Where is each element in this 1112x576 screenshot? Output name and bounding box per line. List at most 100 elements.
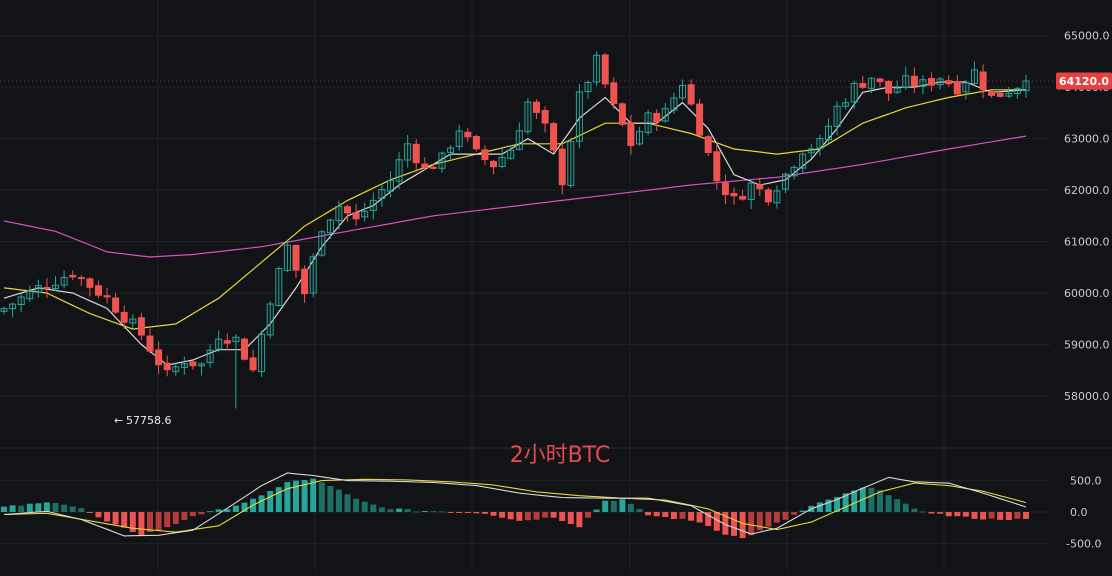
candle-body (481, 149, 489, 160)
candle-body (180, 363, 188, 368)
candle (747, 179, 755, 209)
macd-histogram-bar (722, 512, 729, 535)
candle (387, 171, 394, 198)
candle (232, 334, 240, 409)
candle-body (215, 338, 223, 350)
candle-body (567, 141, 575, 186)
candle-body (799, 153, 807, 169)
candle (507, 145, 515, 160)
candle-body (344, 206, 351, 214)
macd-histogram-bar (507, 512, 514, 520)
candle (756, 177, 764, 197)
candle (610, 77, 618, 110)
candle-body (816, 138, 824, 149)
candle (266, 300, 274, 339)
macd-histogram-bar (370, 504, 377, 512)
macd-histogram-bar (550, 512, 557, 518)
candle (163, 355, 171, 377)
candle (533, 99, 540, 119)
macd-histogram-bar (816, 502, 823, 512)
macd-histogram-bar (627, 504, 634, 512)
candle (206, 344, 214, 368)
candle-body (283, 244, 291, 271)
candle (773, 185, 781, 209)
candle-body (112, 297, 120, 313)
macd-histogram-bar (310, 478, 317, 512)
price-tick-label: 59000.0 (1064, 339, 1110, 352)
candle-body (43, 287, 51, 289)
macd-histogram-bar (980, 512, 987, 520)
macd-histogram-bar (421, 511, 428, 512)
macd-histogram-bar (181, 512, 188, 520)
macd-histogram-bar (585, 512, 591, 518)
macd-tick-label: 0.0 (1070, 506, 1088, 519)
candle (910, 67, 918, 94)
candle (996, 92, 1004, 98)
macd-histogram-bar (645, 512, 652, 516)
macd-histogram-bar (1023, 512, 1029, 519)
candle-body (155, 349, 163, 366)
candle (335, 200, 343, 230)
candle-body (60, 276, 68, 286)
candle-body (412, 143, 420, 164)
candle-body (387, 180, 394, 192)
candle-body (34, 285, 42, 293)
price-tick-label: 60000.0 (1064, 287, 1110, 300)
macd-histogram-bar (318, 482, 325, 512)
macd-histogram-bar (361, 501, 368, 512)
macd-histogram-bar (782, 512, 789, 520)
macd-histogram-bar (799, 510, 806, 512)
candle-body (910, 75, 918, 87)
macd-histogram-bar (705, 512, 712, 527)
candle (395, 152, 403, 189)
price-tick-label: 58000.0 (1064, 390, 1110, 403)
candle (541, 106, 549, 133)
candle (1005, 87, 1013, 99)
candle-body (747, 182, 755, 201)
candle (369, 192, 377, 220)
macd-tick-label: 500.0 (1070, 475, 1102, 488)
candle-body (77, 277, 85, 280)
candle (438, 151, 446, 173)
candle-body (189, 361, 197, 367)
candle-body (429, 166, 437, 169)
macd-histogram-bar (945, 512, 952, 517)
macd-histogram-bar (688, 512, 695, 521)
candle-body (52, 284, 59, 290)
macd-histogram-bar (413, 511, 420, 513)
candle (601, 52, 609, 89)
candle (464, 128, 472, 142)
candle (17, 293, 25, 313)
candle-body (464, 131, 472, 138)
macd-histogram-bar (35, 503, 42, 512)
candle-body (378, 189, 386, 199)
macd-histogram-bar (911, 508, 918, 512)
candle (43, 278, 51, 298)
candle (137, 312, 145, 340)
candle (26, 285, 34, 302)
macd-histogram-bar (95, 512, 102, 518)
candle-body (266, 303, 274, 336)
candle-body (1005, 92, 1013, 97)
macd-histogram-bar (481, 512, 488, 514)
candle (696, 99, 704, 137)
candle-body (953, 81, 961, 95)
macd-histogram-bar (559, 512, 566, 521)
candle (301, 265, 309, 303)
candle (833, 101, 841, 136)
macd-histogram-bar (1014, 512, 1021, 519)
candle-body (575, 91, 583, 142)
macd-histogram-bar (576, 512, 583, 528)
candle (842, 98, 850, 110)
candle (258, 330, 266, 377)
candle-body (309, 256, 317, 294)
candle (429, 163, 437, 170)
candle-body (137, 317, 145, 336)
candle-body (438, 152, 446, 169)
candle (249, 349, 257, 373)
candle (661, 102, 669, 123)
candle-body (361, 210, 369, 218)
candle-body (971, 69, 978, 84)
candle-body (704, 136, 712, 153)
candle (636, 126, 643, 146)
